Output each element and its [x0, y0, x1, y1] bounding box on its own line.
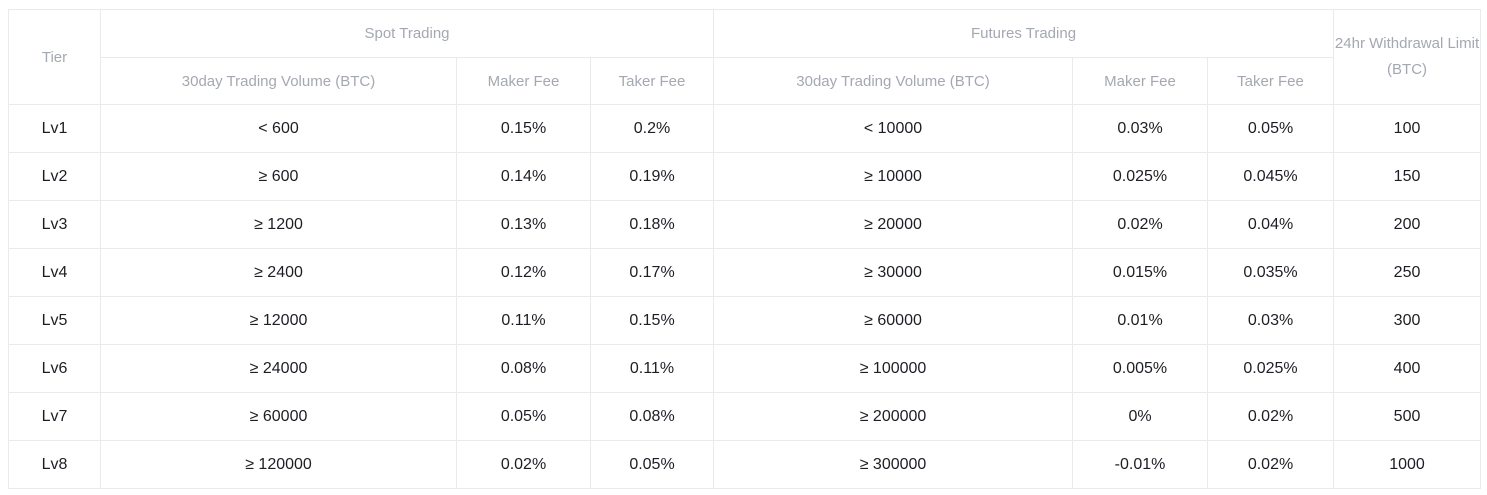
spot-taker-fee-column-header: Taker Fee [590, 57, 714, 105]
futures-maker-fee-column-header: Maker Fee [1072, 57, 1208, 105]
futures-maker-fee-cell: 0% [1072, 392, 1208, 441]
futures-volume-cell: ≥ 60000 [713, 296, 1073, 345]
spot-maker-fee-cell: 0.14% [456, 152, 591, 201]
tier-column-header: Tier [8, 9, 101, 105]
spot-maker-fee-cell: 0.08% [456, 344, 591, 393]
futures-taker-fee-cell: 0.04% [1206, 200, 1335, 249]
spot-taker-fee-cell: 0.08% [590, 392, 714, 441]
spot-maker-fee-cell: 0.05% [456, 392, 591, 441]
futures-volume-column-header: 30day Trading Volume (BTC) [713, 57, 1073, 105]
spot-taker-fee-cell: 0.15% [590, 296, 714, 345]
withdrawal-limit-cell: 100 [1333, 104, 1482, 153]
table-row-lv2: Lv2 ≥ 600 0.14% 0.19% ≥ 10000 0.025% 0.0… [8, 152, 1482, 201]
futures-maker-fee-cell: 0.03% [1072, 104, 1208, 153]
futures-taker-fee-cell: 0.02% [1206, 392, 1335, 441]
futures-taker-fee-column-header: Taker Fee [1206, 57, 1335, 105]
table-row-lv7: Lv7 ≥ 60000 0.05% 0.08% ≥ 200000 0% 0.02… [8, 392, 1482, 441]
futures-taker-fee-cell: 0.035% [1206, 248, 1335, 297]
fee-tier-table: Tier Spot Trading Futures Trading 24hr W… [8, 9, 1482, 489]
spot-taker-fee-cell: 0.18% [590, 200, 714, 249]
spot-volume-cell: < 600 [100, 104, 457, 153]
futures-volume-cell: ≥ 100000 [713, 344, 1073, 393]
table-row-lv3: Lv3 ≥ 1200 0.13% 0.18% ≥ 20000 0.02% 0.0… [8, 200, 1482, 249]
spot-volume-cell: ≥ 24000 [100, 344, 457, 393]
tier-cell: Lv7 [8, 392, 101, 441]
tier-cell: Lv6 [8, 344, 101, 393]
futures-volume-cell: ≥ 200000 [713, 392, 1073, 441]
futures-volume-cell: < 10000 [713, 104, 1073, 153]
table-row-lv5: Lv5 ≥ 12000 0.11% 0.15% ≥ 60000 0.01% 0.… [8, 296, 1482, 345]
sub-header-row: 30day Trading Volume (BTC) Maker Fee Tak… [9, 57, 1481, 105]
tier-cell: Lv1 [8, 104, 101, 153]
withdrawal-limit-cell: 150 [1333, 152, 1482, 201]
spot-taker-fee-cell: 0.2% [590, 104, 714, 153]
group-header-row: Tier Spot Trading Futures Trading 24hr W… [8, 9, 1482, 105]
futures-volume-cell: ≥ 300000 [713, 440, 1073, 489]
futures-taker-fee-cell: 0.03% [1206, 296, 1335, 345]
withdrawal-limit-header-line1: 24hr Withdrawal Limit [1334, 35, 1480, 52]
spot-volume-cell: ≥ 12000 [100, 296, 457, 345]
tier-cell: Lv8 [8, 440, 101, 489]
withdrawal-limit-cell: 200 [1333, 200, 1482, 249]
withdrawal-limit-cell: 1000 [1333, 440, 1482, 489]
spot-taker-fee-cell: 0.17% [590, 248, 714, 297]
futures-maker-fee-cell: 0.025% [1072, 152, 1208, 201]
table-row-lv6: Lv6 ≥ 24000 0.08% 0.11% ≥ 100000 0.005% … [8, 344, 1482, 393]
spot-volume-cell: ≥ 120000 [100, 440, 457, 489]
futures-maker-fee-cell: 0.02% [1072, 200, 1208, 249]
tier-cell: Lv4 [8, 248, 101, 297]
spot-volume-cell: ≥ 1200 [100, 200, 457, 249]
spot-maker-fee-cell: 0.02% [456, 440, 591, 489]
spot-volume-cell: ≥ 60000 [100, 392, 457, 441]
futures-maker-fee-cell: 0.005% [1072, 344, 1208, 393]
futures-taker-fee-cell: 0.045% [1206, 152, 1335, 201]
futures-taker-fee-cell: 0.05% [1206, 104, 1335, 153]
withdrawal-limit-header-line2: (BTC) [1387, 61, 1428, 78]
spot-volume-cell: ≥ 2400 [100, 248, 457, 297]
spot-maker-fee-cell: 0.15% [456, 104, 591, 153]
spot-maker-fee-cell: 0.12% [456, 248, 591, 297]
spot-trading-group-header: Spot Trading [100, 9, 714, 58]
tier-cell: Lv5 [8, 296, 101, 345]
tier-cell: Lv3 [8, 200, 101, 249]
futures-taker-fee-cell: 0.02% [1206, 440, 1335, 489]
spot-taker-fee-cell: 0.05% [590, 440, 714, 489]
withdrawal-limit-column-header: 24hr Withdrawal Limit (BTC) [1333, 9, 1482, 105]
table-row-lv4: Lv4 ≥ 2400 0.12% 0.17% ≥ 30000 0.015% 0.… [8, 248, 1482, 297]
tier-cell: Lv2 [8, 152, 101, 201]
futures-maker-fee-cell: 0.015% [1072, 248, 1208, 297]
spot-volume-cell: ≥ 600 [100, 152, 457, 201]
futures-volume-cell: ≥ 10000 [713, 152, 1073, 201]
withdrawal-limit-cell: 250 [1333, 248, 1482, 297]
spot-taker-fee-cell: 0.19% [590, 152, 714, 201]
futures-volume-cell: ≥ 20000 [713, 200, 1073, 249]
withdrawal-limit-cell: 400 [1333, 344, 1482, 393]
table-row-lv1: Lv1 < 600 0.15% 0.2% < 10000 0.03% 0.05%… [8, 104, 1482, 153]
futures-maker-fee-cell: -0.01% [1072, 440, 1208, 489]
table-row-lv8: Lv8 ≥ 120000 0.02% 0.05% ≥ 300000 -0.01%… [8, 440, 1482, 489]
spot-taker-fee-cell: 0.11% [590, 344, 714, 393]
withdrawal-limit-cell: 500 [1333, 392, 1482, 441]
futures-maker-fee-cell: 0.01% [1072, 296, 1208, 345]
spot-maker-fee-cell: 0.13% [456, 200, 591, 249]
spot-maker-fee-cell: 0.11% [456, 296, 591, 345]
futures-trading-group-header: Futures Trading [712, 9, 1335, 58]
futures-taker-fee-cell: 0.025% [1206, 344, 1335, 393]
futures-volume-cell: ≥ 30000 [713, 248, 1073, 297]
spot-volume-column-header: 30day Trading Volume (BTC) [100, 57, 457, 105]
withdrawal-limit-cell: 300 [1333, 296, 1482, 345]
spot-maker-fee-column-header: Maker Fee [456, 57, 591, 105]
